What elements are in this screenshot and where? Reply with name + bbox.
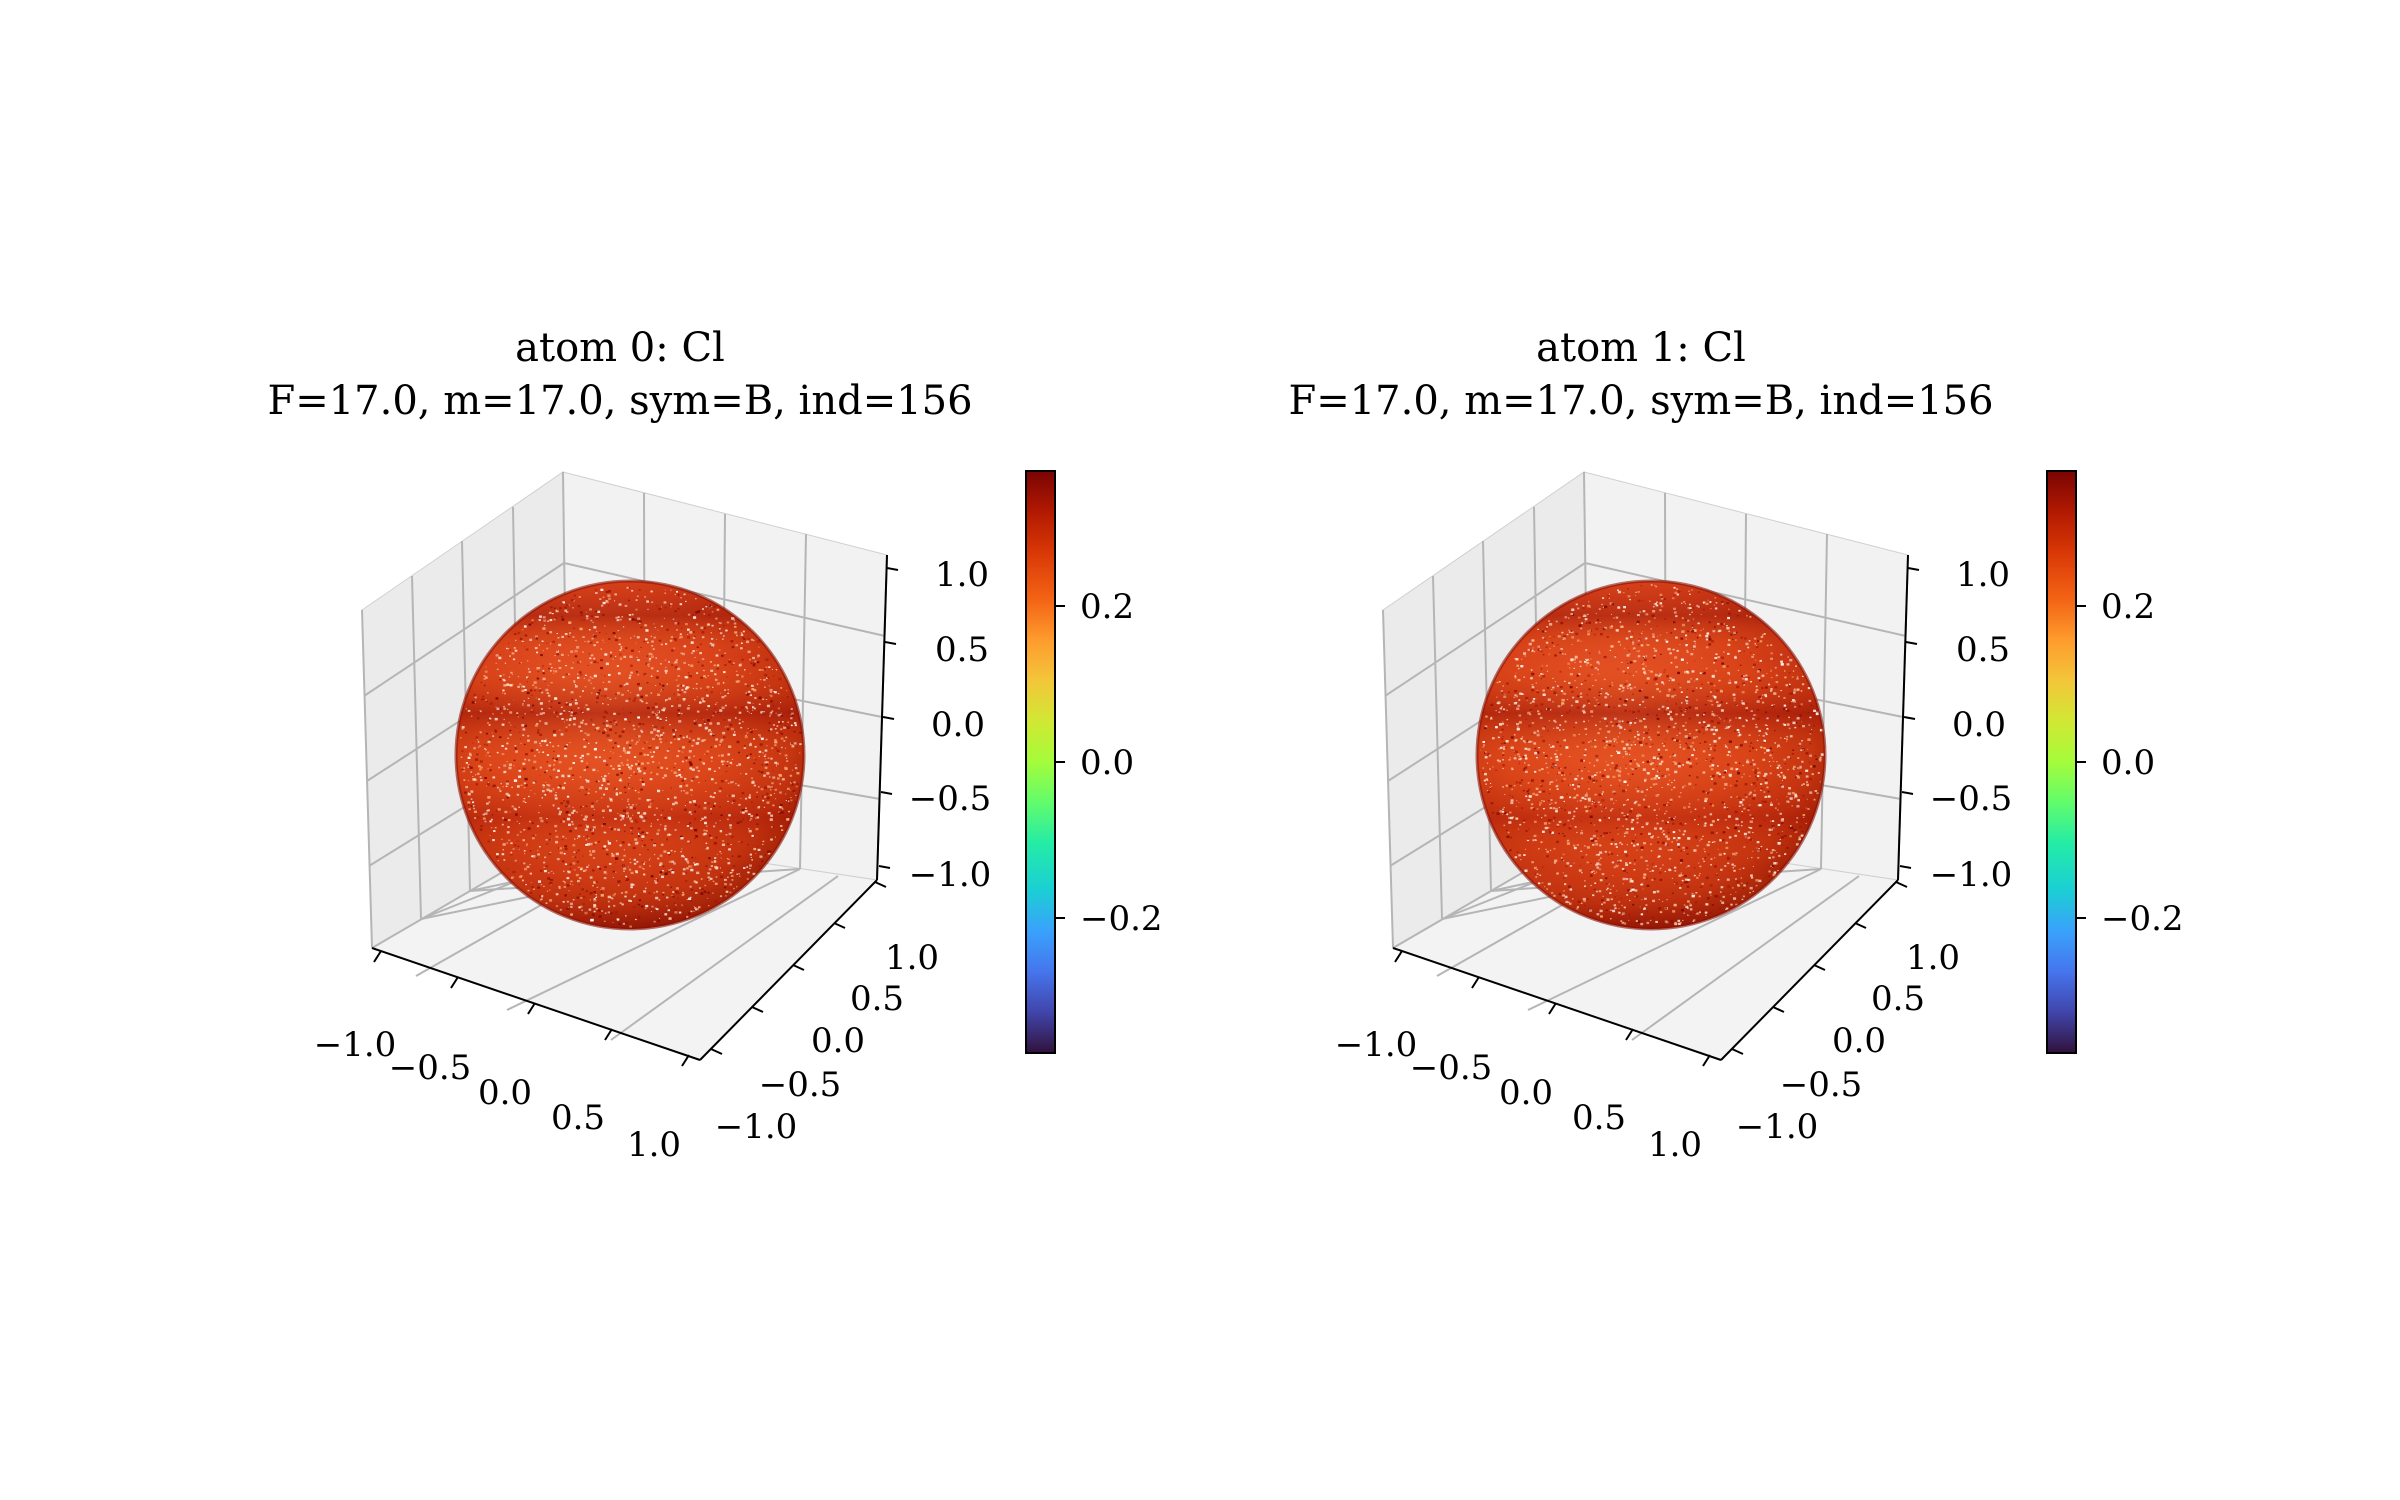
x-axis-line bbox=[1392, 947, 1722, 1061]
y-tick-label: 0.0 bbox=[811, 1021, 865, 1061]
x-tick-label: 0.0 bbox=[478, 1073, 532, 1113]
colorbar-tick-label: −0.2 bbox=[2101, 899, 2184, 939]
y-tick-label: 1.0 bbox=[1906, 938, 1960, 978]
x-tick-label: 0.5 bbox=[551, 1098, 605, 1138]
chart-subtitle: F=17.0, m=17.0, sym=B, ind=156 bbox=[267, 378, 972, 424]
z-tick-labels: 1.0 0.5 0.0 −0.5 −1.0 bbox=[909, 555, 992, 895]
x-tick-label: 0.5 bbox=[1572, 1098, 1626, 1138]
colorbar-tick-label: 0.0 bbox=[1080, 743, 1134, 783]
z-tick-label: −1.0 bbox=[909, 855, 992, 895]
y-tick-label: −1.0 bbox=[715, 1107, 798, 1147]
surface-speckles bbox=[1480, 584, 1824, 926]
y-tick-label: 0.5 bbox=[1871, 979, 1925, 1019]
y-axis-line bbox=[1720, 879, 1899, 1061]
z-tick-label: 0.0 bbox=[1952, 705, 2006, 745]
colorbar-tick-label: 0.2 bbox=[2101, 587, 2155, 627]
z-tick-label: 0.5 bbox=[935, 630, 989, 670]
colorbar-tick-label: −0.2 bbox=[1080, 899, 1163, 939]
z-axis-line bbox=[1897, 554, 1909, 881]
y-tick-labels: −1.0 −0.5 0.0 0.5 1.0 bbox=[715, 938, 939, 1147]
sphere-surface bbox=[454, 579, 806, 931]
surface-speckles bbox=[460, 586, 802, 928]
colorbar-gradient bbox=[2046, 470, 2077, 1054]
colorbar-tick-label: 0.0 bbox=[2101, 743, 2155, 783]
z-tick-label: 0.0 bbox=[931, 705, 985, 745]
axes-3d: −1.0 −0.5 0.0 0.5 1.0 −1.0 −0.5 0.0 0.5 … bbox=[314, 471, 992, 1165]
chart-subtitle: F=17.0, m=17.0, sym=B, ind=156 bbox=[1288, 378, 1993, 424]
y-axis-line bbox=[699, 879, 878, 1061]
colorbar: 0.2 0.0 −0.2 bbox=[1025, 470, 1163, 1054]
z-tick-label: 0.5 bbox=[1956, 630, 2010, 670]
z-axis-line bbox=[876, 554, 888, 881]
y-tick-label: −1.0 bbox=[1736, 1107, 1819, 1147]
z-tick-label: −0.5 bbox=[1930, 779, 2013, 819]
z-tick-labels: 1.0 0.5 0.0 −0.5 −1.0 bbox=[1930, 555, 2013, 895]
y-tick-label: 1.0 bbox=[885, 938, 939, 978]
x-tick-label: 1.0 bbox=[627, 1125, 681, 1165]
y-tick-label: 0.0 bbox=[1832, 1021, 1886, 1061]
subplot-atom-1: atom 1: Cl F=17.0, m=17.0, sym=B, ind=15… bbox=[1288, 325, 2183, 1165]
axis-ticks bbox=[1394, 567, 1920, 1067]
x-tick-label: −1.0 bbox=[1335, 1025, 1418, 1065]
x-axis-line bbox=[371, 947, 701, 1061]
colorbar-gradient bbox=[1025, 470, 1056, 1054]
x-tick-label: −0.5 bbox=[389, 1048, 472, 1088]
x-tick-label: −0.5 bbox=[1410, 1048, 1493, 1088]
subplot-atom-0: atom 0: Cl F=17.0, m=17.0, sym=B, ind=15… bbox=[267, 325, 1162, 1165]
x-tick-label: 0.0 bbox=[1499, 1073, 1553, 1113]
chart-title: atom 0: Cl bbox=[515, 325, 725, 371]
axis-ticks bbox=[373, 567, 899, 1067]
y-tick-label: −0.5 bbox=[759, 1065, 842, 1105]
z-tick-label: −0.5 bbox=[909, 779, 992, 819]
x-tick-labels: −1.0 −0.5 0.0 0.5 1.0 bbox=[314, 1025, 681, 1165]
chart-title: atom 1: Cl bbox=[1536, 325, 1746, 371]
y-tick-labels: −1.0 −0.5 0.0 0.5 1.0 bbox=[1736, 938, 1960, 1147]
axes-3d: −1.0 −0.5 0.0 0.5 1.0 −1.0 −0.5 0.0 0.5 … bbox=[1335, 471, 2013, 1165]
x-tick-labels: −1.0 −0.5 0.0 0.5 1.0 bbox=[1335, 1025, 1702, 1165]
y-tick-label: −0.5 bbox=[1780, 1065, 1863, 1105]
z-tick-label: 1.0 bbox=[1956, 555, 2010, 595]
y-tick-label: 0.5 bbox=[850, 979, 904, 1019]
colorbar-tick-label: 0.2 bbox=[1080, 587, 1134, 627]
z-tick-label: 1.0 bbox=[935, 555, 989, 595]
z-tick-label: −1.0 bbox=[1930, 855, 2013, 895]
colorbar: 0.2 0.0 −0.2 bbox=[2046, 470, 2184, 1054]
x-tick-label: 1.0 bbox=[1648, 1125, 1702, 1165]
sphere-surface bbox=[1475, 579, 1827, 931]
x-tick-label: −1.0 bbox=[314, 1025, 397, 1065]
